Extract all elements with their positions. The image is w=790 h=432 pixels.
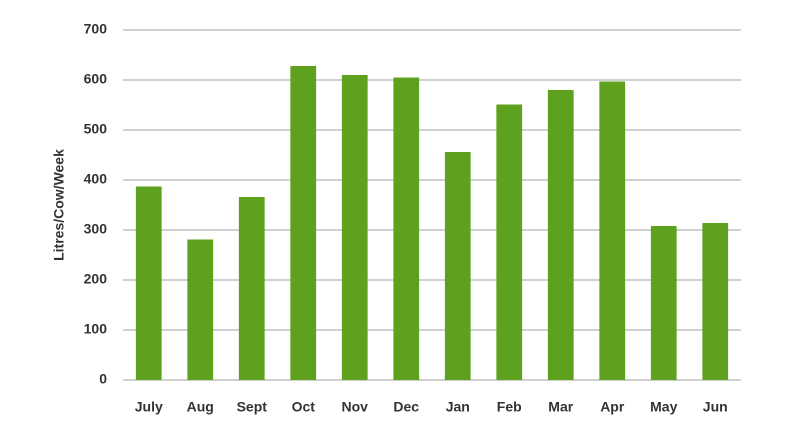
y-tick-label: 500 (84, 121, 108, 137)
bar (290, 66, 317, 380)
bar (599, 81, 626, 380)
x-tick-label: Feb (497, 399, 522, 415)
x-tick-label: July (135, 399, 163, 415)
y-tick-label: 400 (84, 171, 108, 187)
bar (135, 186, 162, 380)
y-tick-label: 200 (84, 271, 108, 287)
x-tick-label: Oct (292, 399, 316, 415)
bar (496, 104, 523, 380)
x-tick-label: May (650, 399, 677, 415)
x-tick-label: Dec (393, 399, 419, 415)
bar (702, 223, 729, 380)
x-tick-label: Apr (600, 399, 625, 415)
y-axis-label: Litres/Cow/Week (51, 149, 67, 261)
bar (444, 152, 471, 380)
bar (393, 77, 420, 380)
bar (341, 75, 368, 380)
y-tick-label: 700 (84, 21, 108, 37)
bar (650, 226, 677, 380)
x-tick-label: Jan (446, 399, 470, 415)
bar (238, 197, 265, 380)
y-tick-label: 300 (84, 221, 108, 237)
x-tick-label: Aug (187, 399, 214, 415)
y-tick-label: 0 (99, 371, 107, 387)
x-tick-label: Mar (548, 399, 573, 415)
x-tick-label: Nov (342, 399, 369, 415)
bar (187, 239, 214, 380)
y-tick-label: 600 (84, 71, 108, 87)
bar (547, 90, 574, 380)
x-tick-label: Jun (703, 399, 728, 415)
y-tick-label: 100 (84, 321, 108, 337)
x-tick-label: Sept (237, 399, 268, 415)
